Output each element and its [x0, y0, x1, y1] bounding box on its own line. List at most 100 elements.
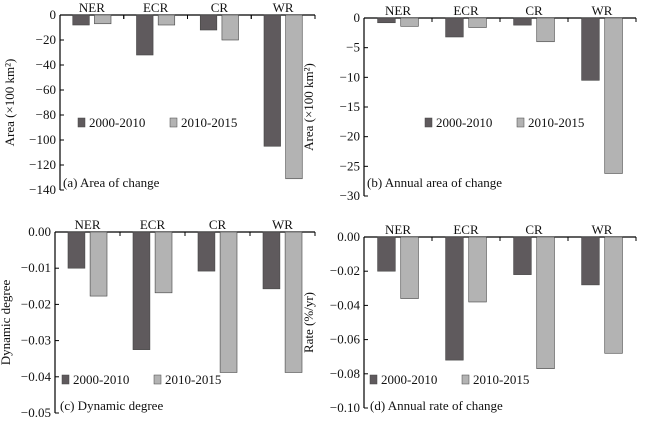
legend-label: 2000-2010 — [73, 372, 129, 387]
category-label: CR — [209, 217, 227, 232]
y-tick-label: −0.03 — [21, 333, 51, 348]
category-label: ECR — [143, 0, 169, 15]
bar-2000-2010-ECR — [132, 231, 151, 350]
bar-2000-2010-ECR — [136, 14, 154, 56]
bar-2010-2015-CR — [219, 231, 238, 373]
bar-2010-2015-WR — [604, 236, 623, 354]
y-tick-label: 0.00 — [337, 229, 360, 244]
bar-2010-2015-WR — [285, 14, 303, 180]
legend-swatch — [169, 117, 178, 128]
panel-caption: (d) Annual rate of change — [370, 398, 503, 413]
bar-2000-2010-ECR — [445, 236, 464, 361]
category-label: NER — [385, 3, 411, 18]
bar-2010-2015-NER — [94, 14, 112, 25]
y-tick-label: −0.06 — [330, 332, 361, 347]
category-label: CR — [525, 3, 543, 18]
y-tick-label: −0.05 — [21, 405, 51, 420]
bar-2000-2010-WR — [581, 236, 600, 286]
y-tick-label: −5 — [346, 40, 360, 55]
legend-swatch — [516, 117, 525, 128]
y-axis-title: Dynamic degree — [0, 280, 13, 366]
panel-caption: (a) Area of change — [63, 175, 160, 190]
bar-2010-2015-ECR — [154, 231, 173, 294]
category-label: WR — [272, 217, 293, 232]
bar-2000-2010-CR — [197, 231, 216, 272]
category-label: NER — [385, 222, 411, 237]
y-tick-label: −80 — [36, 107, 56, 122]
y-tick-label: −25 — [340, 158, 360, 173]
y-tick-label: −120 — [29, 157, 56, 172]
y-tick-label: −0.02 — [21, 296, 51, 311]
legend-label: 2010-2015 — [165, 372, 221, 387]
bar-2000-2010-NER — [67, 231, 86, 269]
legend-swatch — [369, 374, 378, 385]
y-tick-label: −140 — [29, 182, 56, 197]
bar-2010-2015-ECR — [468, 236, 487, 303]
bar-2010-2015-CR — [536, 236, 555, 369]
y-tick-label: −0.08 — [330, 366, 360, 381]
bar-2000-2010-NER — [377, 17, 396, 24]
category-label: CR — [211, 0, 229, 15]
bar-2010-2015-ECR — [157, 14, 176, 26]
legend-label: 2010-2015 — [473, 372, 529, 387]
bar-2010-2015-CR — [536, 17, 555, 43]
y-tick-label: −30 — [340, 188, 360, 203]
legend-swatch — [77, 117, 86, 128]
bar-2000-2010-CR — [513, 236, 532, 275]
y-axis-title: Area (×100 km²) — [2, 59, 17, 147]
bar-2000-2010-WR — [262, 231, 281, 290]
y-tick-label: −100 — [29, 132, 56, 147]
category-label: ECR — [140, 217, 166, 232]
y-tick-label: −0.04 — [330, 297, 361, 312]
legend-label: 2010-2015 — [181, 115, 237, 130]
legend-label: 2000-2010 — [89, 115, 145, 130]
bar-2010-2015-NER — [400, 17, 419, 27]
legend-label: 2000-2010 — [436, 115, 492, 130]
category-label: NER — [75, 217, 101, 232]
bar-2000-2010-NER — [377, 236, 396, 272]
panel-a: 0 −20 −40 −60 −80 −100 −120 −140 NER ECR CR WR 2000-… — [2, 0, 316, 197]
y-tick-label: −0.04 — [21, 369, 52, 384]
bar-2000-2010-NER — [72, 14, 90, 26]
y-tick-label: −10 — [340, 69, 360, 84]
y-axis-title: Rate (%/yr) — [301, 292, 316, 353]
category-label: WR — [592, 222, 613, 237]
category-label: ECR — [453, 222, 479, 237]
category-label: WR — [273, 0, 294, 15]
y-tick-label: −40 — [36, 57, 56, 72]
y-tick-label: 0.00 — [28, 224, 51, 239]
panel-d: 0.00 −0.02 −0.04 −0.06 −0.08 −0.10 NER ECR CR WR 2… — [301, 222, 637, 415]
category-label: WR — [592, 3, 613, 18]
y-tick-label: −15 — [340, 99, 360, 114]
y-tick-label: −20 — [36, 32, 56, 47]
legend-swatch — [153, 374, 162, 385]
panel-caption: (b) Annual area of change — [367, 175, 502, 190]
y-tick-label: −60 — [36, 82, 56, 97]
category-label: CR — [525, 222, 543, 237]
bar-2000-2010-CR — [513, 17, 532, 26]
bar-2000-2010-WR — [581, 17, 600, 81]
y-tick-label: −20 — [340, 129, 360, 144]
y-tick-label: −0.10 — [330, 400, 360, 415]
category-label: ECR — [453, 3, 479, 18]
legend-swatch — [461, 374, 470, 385]
legend-label: 2000-2010 — [381, 372, 437, 387]
y-tick-label: 0 — [354, 10, 361, 25]
bar-2010-2015-WR — [604, 17, 623, 174]
y-tick-label: 0 — [50, 7, 57, 22]
bar-2010-2015-NER — [89, 231, 108, 297]
bar-2000-2010-CR — [199, 14, 218, 31]
bar-2010-2015-WR — [284, 231, 303, 373]
bar-2010-2015-ECR — [468, 17, 487, 28]
y-axis-title: Area (×100 km²) — [301, 63, 316, 151]
bar-2000-2010-ECR — [445, 17, 464, 38]
legend-swatch — [424, 117, 433, 128]
bar-2010-2015-NER — [400, 236, 419, 299]
bar-2000-2010-WR — [263, 14, 281, 147]
panel-b: 0 −5 −10 −15 −20 −25 −30 NER ECR CR WR 2000-2010 201… — [301, 3, 637, 203]
panel-c: 0.00 −0.01 −0.02 −0.03 −0.04 −0.05 NER ECR CR WR 2… — [0, 217, 316, 420]
y-tick-label: −0.01 — [21, 260, 51, 275]
legend-label: 2010-2015 — [528, 115, 584, 130]
bar-2010-2015-CR — [221, 14, 239, 41]
